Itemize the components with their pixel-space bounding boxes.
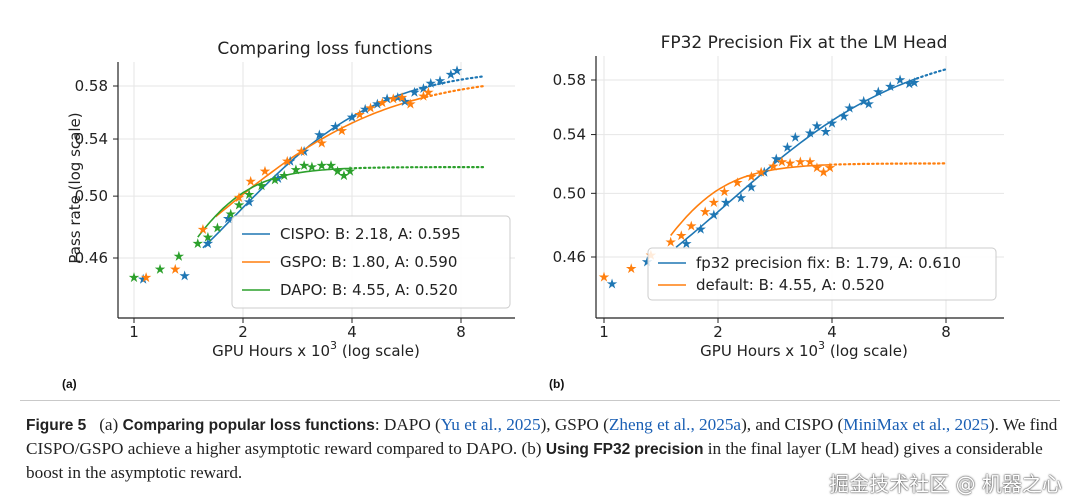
data-point-fp32-precision-fix	[695, 223, 706, 234]
caption-divider	[20, 400, 1060, 401]
data-point-default	[686, 220, 697, 231]
data-point-fp32-precision-fix	[790, 131, 801, 142]
extrapolated-line-default	[828, 162, 948, 166]
data-point-dapo	[192, 238, 203, 249]
caption-part-b-heading: FP32 precision	[593, 441, 704, 458]
legend-label: default: B: 4.55, A: 0.520	[696, 276, 884, 294]
figure-label: Figure 5	[26, 417, 87, 434]
x-tick-label: 4	[827, 323, 837, 341]
y-tick-label: 0.58	[553, 71, 586, 89]
x-tick-label: 1	[129, 323, 139, 341]
data-point-dapo	[173, 250, 185, 261]
axes-spines	[117, 62, 515, 319]
data-point-default	[708, 197, 720, 207]
caption-text: in the final layer (LM head) gives a con…	[26, 439, 1043, 482]
watermark: 掘金技术社区 @ 机器之心	[829, 472, 1062, 496]
y-tick-label: 0.50	[553, 184, 586, 202]
caption-text: ), GSPO (	[540, 415, 609, 434]
extrapolated-line-cispo	[414, 75, 485, 91]
y-tick-label: 0.54	[553, 126, 586, 144]
citation-link-yu[interactable]: Yu et al., 2025	[440, 415, 541, 434]
x-tick-label: 2	[238, 323, 248, 341]
x-tick-label: 2	[713, 323, 723, 341]
fit-lines	[670, 68, 948, 248]
legend-label: CISPO: B: 2.18, A: 0.595	[280, 225, 461, 243]
citation-link-zheng[interactable]: Zheng et al., 2025a	[608, 415, 742, 434]
data-point-default	[625, 263, 637, 274]
legend: fp32 precision fix: B: 1.79, A: 0.610 def…	[647, 247, 997, 301]
legend-label: GSPO: B: 1.80, A: 0.590	[280, 253, 457, 271]
caption-part-b-heading: Using	[545, 441, 589, 458]
citation-link-minimax[interactable]: MiniMax et al., 2025	[843, 415, 989, 434]
y-tick-labels: 0.46 0.50 0.54 0.58	[75, 77, 118, 267]
data-point-default	[676, 230, 687, 241]
x-tick-label: 4	[347, 323, 357, 341]
data-point-fp32-precision-fix	[681, 238, 692, 249]
extrapolated-line-dapo	[348, 166, 485, 170]
x-axis-label: GPU Hours x 103 (log scale)	[212, 339, 420, 360]
fit-line-gspo	[215, 96, 427, 218]
fit-line-fp32-precision-fix	[675, 77, 918, 248]
x-tick-label: 8	[941, 323, 951, 341]
extrapolated-line-fp32-precision-fix	[915, 68, 948, 80]
extrapolated-line-gspo	[424, 85, 485, 99]
x-tick-labels: 1 2 4 8	[599, 318, 951, 341]
figure-caption: Figure 5 (a) Comparing popular loss func…	[26, 413, 1066, 484]
caption-part-a-marker: (a)	[99, 415, 119, 434]
data-point-default	[665, 236, 676, 247]
chart-title: FP32 Precision Fix at the LM Head	[661, 33, 948, 53]
chart-panel-a: Comparing loss functions 0.46 0.50 0.54 0.5…	[62, 39, 515, 391]
chart-panel-b: FP32 Precision Fix at the LM Head 0.460.…	[549, 33, 1004, 391]
data-point-gspo	[170, 263, 181, 274]
caption-part-a-heading: Comparing popular loss functions	[122, 417, 375, 434]
y-tick-label: 0.54	[75, 130, 108, 148]
x-tick-label: 1	[599, 323, 609, 341]
legend-label: fp32 precision fix: B: 1.79, A: 0.610	[696, 254, 961, 272]
legend: CISPO: B: 2.18, A: 0.595 GSPO: B: 1.80, A…	[231, 215, 511, 309]
x-tick-labels: 1 2 4 8	[129, 318, 466, 341]
y-tick-label: 0.46	[553, 248, 586, 266]
data-point-fp32-precision-fix	[735, 192, 747, 203]
chart-title: Comparing loss functions	[217, 39, 432, 59]
data-point-default	[699, 206, 711, 217]
legend-box	[647, 247, 997, 301]
y-tick-label: 0.58	[75, 77, 108, 95]
caption-colon: :	[374, 415, 380, 434]
caption-text: ). We find CISPO/GSPO achieve a higher a…	[26, 415, 1058, 458]
y-tick-labels: 0.46 0.50 0.54 0.58	[553, 71, 596, 266]
panel-label: (b)	[549, 377, 564, 391]
data-point-dapo	[316, 160, 327, 171]
axes-spines	[595, 56, 1004, 319]
caption-text: DAPO (	[379, 415, 441, 434]
panel-label: (a)	[62, 377, 77, 391]
caption-text: ), and CISPO (	[741, 415, 844, 434]
data-point-cispo	[179, 270, 190, 281]
data-point-dapo	[154, 263, 166, 274]
x-tick-label: 8	[456, 323, 466, 341]
data-point-fp32-precision-fix	[606, 278, 618, 289]
y-axis-label: Pass rate (log scale)	[66, 112, 84, 263]
y-tick-label: 0.46	[75, 249, 108, 267]
data-point-default	[795, 156, 806, 167]
legend-label: DAPO: B: 4.55, A: 0.520	[280, 281, 458, 299]
x-axis-label: GPU Hours x 103 (log scale)	[700, 339, 908, 360]
legend-box	[231, 215, 511, 309]
y-tick-label: 0.50	[75, 187, 108, 205]
